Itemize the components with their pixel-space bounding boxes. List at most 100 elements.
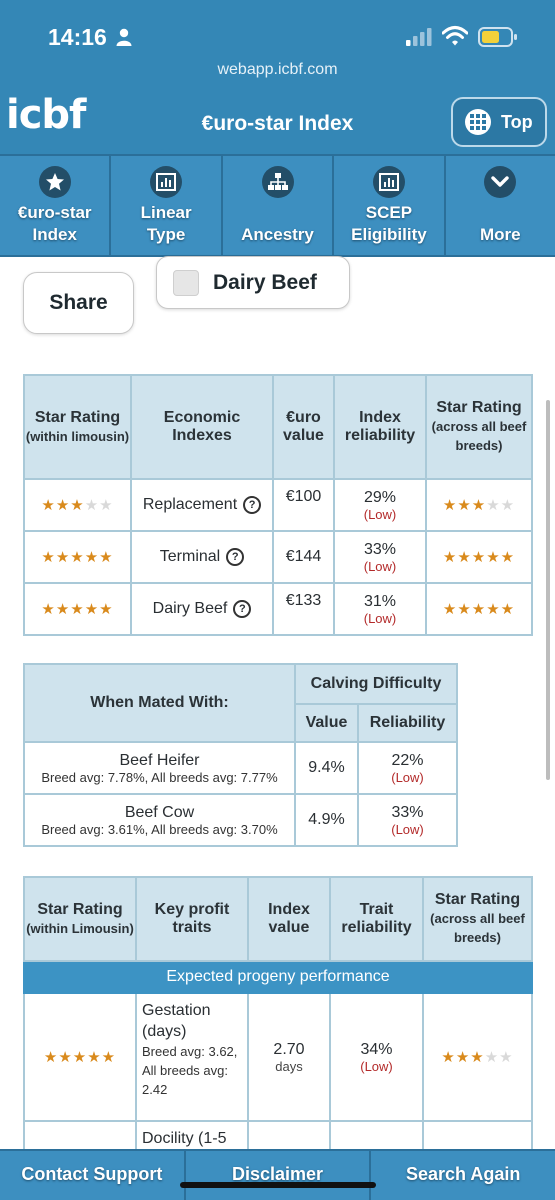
contact-support-button[interactable]: Contact Support [0,1151,186,1200]
header-star-rating: Star Rating (within limousin) [23,374,132,480]
app-header: 14:16 webapp.icbf.com icbf €uro-star Ind… [0,0,555,154]
top-button[interactable]: Top [451,97,547,147]
star-filled-icon: ★ [470,1048,485,1066]
star-filled-icon: ★ [101,1048,117,1066]
star-filled-icon: ★ [55,548,71,566]
tab-label-line1: Linear [140,203,192,222]
bar-chart-icon [150,166,183,198]
table-row: Beef Heifer Breed avg: 7.78%, All breeds … [23,741,458,795]
tab-label-line2: Type [146,225,186,244]
tab-label-line1: €uro-star [17,203,92,222]
signal-icon [406,28,432,46]
header-value: Value [294,703,359,743]
calving-reliability: 22% (Low) [357,741,458,795]
tab-label-line1: SCEP [365,203,413,222]
star-filled-icon: ★ [43,1048,59,1066]
tab-ancestry[interactable]: Ancestry [223,156,335,255]
star-empty-icon: ★ [486,496,501,514]
star-filled-icon: ★ [457,496,472,514]
star-filled-icon: ★ [70,548,85,566]
table-row: ★★★★★ Terminal? €144 33% (Low) ★★★★★ [23,530,533,584]
star-rating-across: ★★★★★ [425,478,533,532]
star-rating-within: ★★★★★ [23,582,132,636]
status-time: 14:16 [48,24,107,50]
star-filled-icon: ★ [70,600,85,618]
wifi-icon [442,26,468,46]
table-row: ★★★★★ Gestation (days) Breed avg: 3.62, A… [23,992,533,1122]
search-again-button[interactable]: Search Again [405,1164,521,1184]
index-reliability: 33% (Low) [333,530,427,584]
calving-value: 9.4% [294,741,359,795]
star-filled-icon: ★ [72,1048,88,1066]
dairy-beef-toggle[interactable]: Dairy Beef [156,256,350,309]
index-value: 2.70 days [247,992,331,1122]
scrollbar[interactable] [546,400,550,780]
euro-value: €133 [272,582,335,636]
star-empty-icon: ★ [500,496,516,514]
star-filled-icon: ★ [99,600,114,618]
star-filled-icon: ★ [471,600,487,618]
star-filled-icon: ★ [455,1048,471,1066]
icbf-logo[interactable]: icbf [6,92,86,138]
home-indicator [180,1182,376,1188]
top-button-label: Top [501,111,533,132]
star-rating: ★★★★★ [41,601,113,618]
star-rating: ★★★★★ [44,1049,116,1066]
star-filled-icon: ★ [41,548,56,566]
header-trait-reliability: Trait reliability [329,876,424,962]
star-filled-icon: ★ [486,548,501,566]
mated-with-cell: Beef Heifer Breed avg: 7.78%, All breeds … [23,741,296,795]
share-button[interactable]: Share [23,272,134,334]
star-filled-icon: ★ [87,1048,102,1066]
tab-more[interactable]: More [446,156,555,255]
tab-scep-eligibility[interactable]: SCEP Eligibility [334,156,446,255]
header-when-mated-with: When Mated With: [23,663,296,743]
grid-icon [465,109,491,135]
url-bar[interactable]: webapp.icbf.com [217,61,338,78]
index-reliability: 29% (Low) [333,478,427,532]
star-rating: ★★★★★ [41,549,113,566]
disclaimer-button[interactable]: Disclaimer [186,1151,372,1200]
index-name: Terminal? [130,530,274,584]
star-rating: ★★★★★ [443,497,515,514]
star-filled-icon: ★ [99,548,114,566]
star-rating-across: ★★★★★ [425,582,533,636]
table-row: ★★★★★ Dairy Beef? €133 31% (Low) ★★★★★ [23,582,533,636]
star-filled-icon: ★ [41,600,56,618]
chevron-down-icon [484,166,517,198]
star-filled-icon: ★ [486,600,501,618]
bar-chart-icon [372,166,405,198]
dairy-beef-label: Dairy Beef [213,270,317,294]
mated-with-cell: Beef Cow Breed avg: 3.61%, All breeds avg… [23,793,296,847]
header-index-reliability: Index reliability [333,374,427,480]
star-rating-across: ★★★★★ [422,992,533,1122]
tab-label-line2: Index [32,225,77,244]
star-rating-within: ★★★★★ [23,992,137,1122]
hierarchy-icon [261,166,294,198]
section-header: Expected progeny performance [23,960,533,994]
person-icon [116,28,132,46]
header-star-rating-all: Star Rating (across all beef breeds) [422,876,533,962]
header-star-rating-all: Star Rating (across all beef breeds) [425,374,533,480]
dairy-beef-checkbox[interactable] [173,269,199,296]
star-empty-icon: ★ [484,1048,500,1066]
star-filled-icon: ★ [500,548,516,566]
help-icon[interactable]: ? [233,599,252,618]
star-filled-icon: ★ [471,548,487,566]
help-icon[interactable]: ? [226,547,245,566]
star-filled-icon: ★ [500,600,516,618]
help-icon[interactable]: ? [243,495,262,514]
table-row: ★★★★★ Replacement? €100 29% (Low) ★★★★★ [23,478,533,532]
star-filled-icon: ★ [55,496,71,514]
header-key-profit-traits: Key profit traits [135,876,249,962]
tab-linear-type[interactable]: Linear Type [111,156,223,255]
star-rating-within: ★★★★★ [23,478,132,532]
economic-indexes-table: Star Rating (within limousin) Economic In… [23,374,533,636]
star-filled-icon: ★ [442,600,458,618]
star-empty-icon: ★ [499,1048,514,1066]
tab-euro-star-index[interactable]: €uro-star Index [0,156,112,255]
index-name: Dairy Beef? [130,582,274,636]
header-star-rating: Star Rating (within Limousin) [23,876,137,962]
star-filled-icon: ★ [441,1048,456,1066]
tab-label-line1: Ancestry [241,225,314,244]
